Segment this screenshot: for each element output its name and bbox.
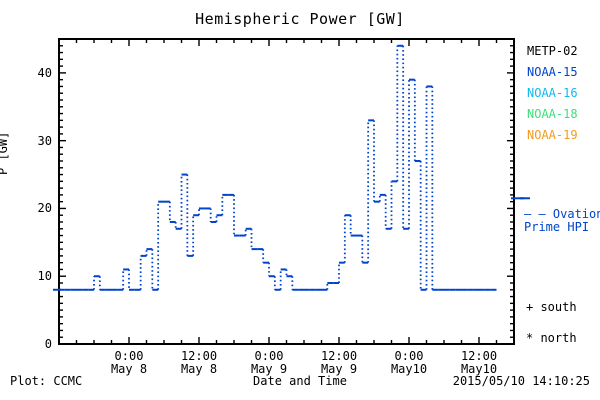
legend-marker-north: * north <box>526 331 577 345</box>
x-axis-title: Date and Time <box>253 374 347 388</box>
legend-ovation-prime: — — Ovation Prime HPI <box>524 208 600 234</box>
x-tick-time: 12:00 <box>320 349 358 363</box>
ovation-label-line1: — — Ovation <box>524 207 600 221</box>
x-tick-label: 12:00 May 8 <box>164 350 234 376</box>
x-tick-label: 0:00 May 9 <box>234 350 304 376</box>
plot-credit: Plot: CCMC <box>10 374 83 388</box>
ovation-label-line2: Prime HPI <box>524 220 590 234</box>
y-tick-label: 30 <box>37 133 52 148</box>
chart-title: Hemispheric Power [GW] <box>195 10 405 28</box>
y-tick-label: 10 <box>37 269 52 284</box>
plot-frame <box>58 38 515 345</box>
y-axis-title: P [GW] <box>0 131 10 175</box>
x-tick-date: May 9 <box>250 362 288 376</box>
x-tick-time: 0:00 <box>114 349 144 363</box>
x-tick-time: 0:00 <box>254 349 284 363</box>
legend-item-noaa-18[interactable]: NOAA-18 <box>527 107 578 121</box>
y-tick-label: 20 <box>37 201 52 216</box>
legend-item-noaa-15[interactable]: NOAA-15 <box>527 65 578 79</box>
x-tick-date: May10 <box>390 362 428 376</box>
x-tick-date: May10 <box>460 362 498 376</box>
x-tick-date: May 8 <box>180 362 218 376</box>
x-tick-time: 12:00 <box>460 349 498 363</box>
x-tick-label: 0:00 May10 <box>374 350 444 376</box>
legend-item-noaa-16[interactable]: NOAA-16 <box>527 86 578 100</box>
legend-item-metp-02[interactable]: METP-02 <box>527 44 578 58</box>
legend-marker-south: + south <box>526 300 577 314</box>
x-tick-label: 12:00 May10 <box>444 350 514 376</box>
x-tick-time: 12:00 <box>180 349 218 363</box>
y-tick-label: 0 <box>44 337 52 351</box>
legend-item-noaa-19[interactable]: NOAA-19 <box>527 128 578 142</box>
x-tick-date: May 8 <box>110 362 148 376</box>
y-tick-label: 40 <box>37 65 52 80</box>
timestamp: 2015/05/10 14:10:25 <box>452 374 590 388</box>
x-tick-date: May 9 <box>320 362 358 376</box>
x-tick-time: 0:00 <box>394 349 424 363</box>
x-tick-label: 0:00 May 8 <box>94 350 164 376</box>
x-tick-label: 12:00 May 9 <box>304 350 374 376</box>
